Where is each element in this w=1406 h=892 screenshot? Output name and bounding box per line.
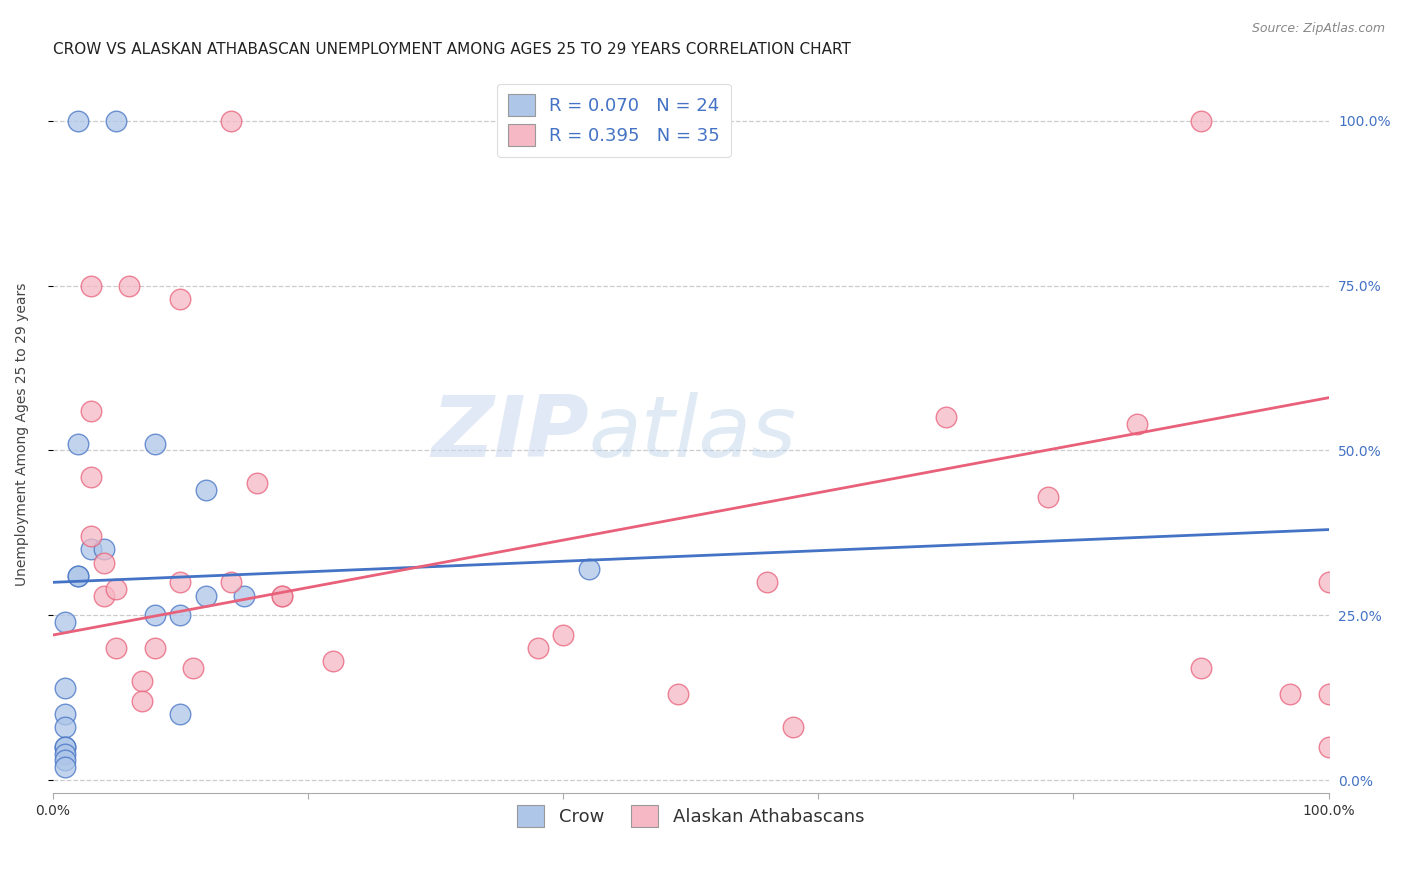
Point — [181, 661, 204, 675]
Point — [551, 628, 574, 642]
Point — [131, 674, 153, 689]
Point — [53, 707, 76, 722]
Point — [143, 437, 166, 451]
Point — [219, 113, 242, 128]
Point — [233, 589, 256, 603]
Point — [935, 410, 957, 425]
Point — [1317, 688, 1340, 702]
Point — [105, 582, 128, 596]
Point — [80, 278, 103, 293]
Point — [53, 740, 76, 755]
Point — [322, 655, 344, 669]
Point — [93, 542, 115, 557]
Point — [67, 568, 90, 582]
Point — [80, 529, 103, 543]
Point — [80, 404, 103, 418]
Legend: Crow, Alaskan Athabascans: Crow, Alaskan Athabascans — [510, 798, 872, 835]
Point — [67, 568, 90, 582]
Point — [118, 278, 141, 293]
Point — [80, 470, 103, 484]
Point — [169, 707, 191, 722]
Point — [93, 556, 115, 570]
Point — [53, 747, 76, 761]
Point — [169, 575, 191, 590]
Point — [53, 681, 76, 695]
Point — [782, 720, 804, 734]
Point — [1279, 688, 1302, 702]
Point — [1189, 113, 1212, 128]
Point — [194, 589, 217, 603]
Point — [246, 476, 269, 491]
Point — [1317, 740, 1340, 755]
Point — [131, 694, 153, 708]
Point — [67, 113, 90, 128]
Point — [1189, 661, 1212, 675]
Point — [271, 589, 294, 603]
Point — [756, 575, 779, 590]
Point — [1317, 575, 1340, 590]
Point — [93, 589, 115, 603]
Point — [666, 688, 689, 702]
Point — [53, 740, 76, 755]
Point — [271, 589, 294, 603]
Point — [143, 608, 166, 623]
Point — [53, 615, 76, 629]
Point — [578, 562, 600, 576]
Point — [53, 720, 76, 734]
Text: atlas: atlas — [589, 392, 797, 475]
Point — [194, 483, 217, 497]
Text: ZIP: ZIP — [430, 392, 589, 475]
Point — [105, 113, 128, 128]
Point — [219, 575, 242, 590]
Point — [1126, 417, 1149, 431]
Point — [1036, 490, 1059, 504]
Point — [80, 542, 103, 557]
Text: CROW VS ALASKAN ATHABASCAN UNEMPLOYMENT AMONG AGES 25 TO 29 YEARS CORRELATION CH: CROW VS ALASKAN ATHABASCAN UNEMPLOYMENT … — [52, 42, 851, 57]
Point — [169, 292, 191, 306]
Point — [67, 437, 90, 451]
Text: Source: ZipAtlas.com: Source: ZipAtlas.com — [1251, 22, 1385, 36]
Point — [105, 641, 128, 656]
Point — [143, 641, 166, 656]
Point — [53, 753, 76, 767]
Point — [169, 608, 191, 623]
Y-axis label: Unemployment Among Ages 25 to 29 years: Unemployment Among Ages 25 to 29 years — [15, 282, 30, 586]
Point — [53, 760, 76, 774]
Point — [526, 641, 548, 656]
